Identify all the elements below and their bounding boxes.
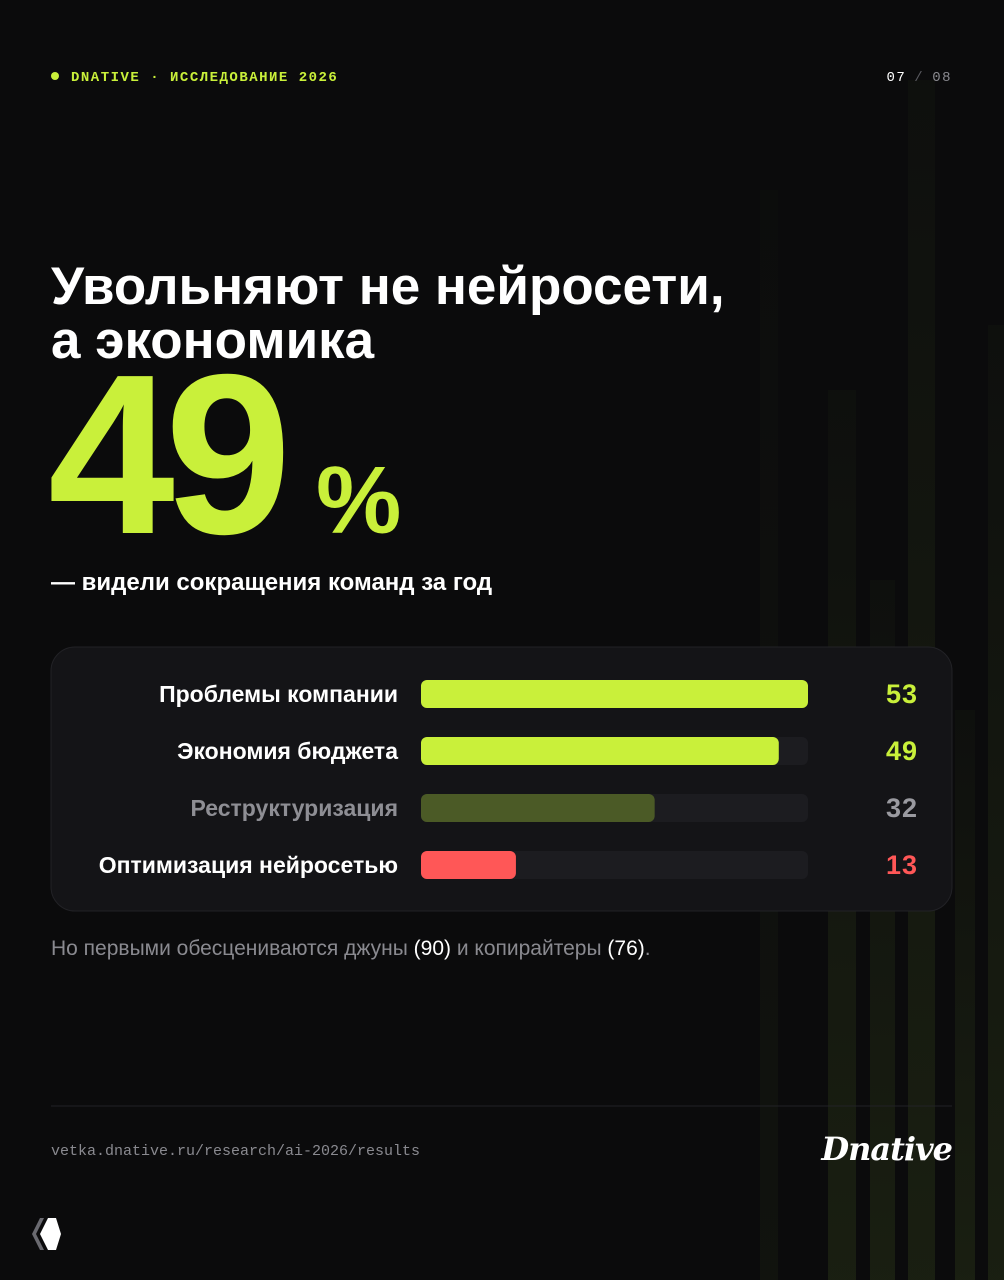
page-number: 07 — [886, 70, 906, 86]
note-highlight: (90) — [414, 937, 451, 960]
bar — [421, 794, 655, 822]
bar-value: 53 — [886, 679, 918, 709]
note-text: и копирайтеры — [451, 937, 607, 960]
decor-column — [955, 710, 975, 1280]
icon-shape — [40, 1218, 61, 1250]
note-text: . — [645, 937, 651, 960]
title-line: Увольняют не нейросети, — [51, 257, 725, 316]
bar-value: 13 — [886, 850, 918, 880]
chart-card — [50, 646, 953, 912]
page-separator: / — [914, 70, 924, 86]
title-line: а экономика — [51, 311, 375, 370]
bar — [421, 851, 516, 879]
bar — [421, 680, 808, 708]
header-dot — [51, 72, 59, 80]
corner-icon — [32, 1218, 61, 1250]
header-brand: DNATIVE · ИССЛЕДОВАНИЕ 2026 — [71, 70, 338, 86]
chart: Проблемы компании 53 Экономия бюджета 49 Рес… — [99, 679, 918, 880]
bar-label: Реструктуризация — [191, 795, 399, 821]
icon-shape — [32, 1218, 44, 1250]
bar — [421, 737, 779, 765]
bar-value: 49 — [886, 736, 918, 766]
note: Но первыми обесцениваются джуны (90) и к… — [51, 937, 651, 960]
bar-label: Экономия бюджета — [177, 738, 398, 764]
page-counter: 07 / 08 — [886, 70, 952, 86]
footer-url: vetka.dnative.ru/research/ai-2026/result… — [51, 1143, 420, 1160]
bar-track — [421, 851, 808, 879]
subtitle: — видели сокращения команд за год — [51, 569, 492, 596]
bar-value: 32 — [886, 793, 918, 823]
note-highlight: (76) — [607, 937, 644, 960]
stat-number: 49 — [48, 328, 284, 582]
bar-label: Проблемы компании — [159, 681, 398, 707]
footer-logo: Dnative — [820, 1130, 952, 1168]
bar-label: Оптимизация нейросетью — [99, 852, 398, 878]
decor-column — [988, 325, 1004, 1280]
note-text: Но первыми обесцениваются джуны — [51, 937, 414, 960]
page-total: 08 — [932, 70, 952, 86]
stat-unit: % — [316, 447, 401, 554]
